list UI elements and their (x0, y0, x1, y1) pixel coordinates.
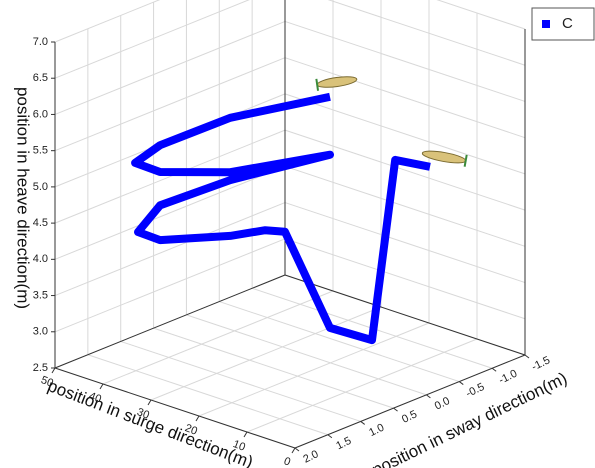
z-tick-label: 7.0 (33, 36, 48, 48)
tick-mark (195, 415, 200, 422)
grid-line (102, 290, 334, 385)
grid-line (327, 0, 526, 66)
grid-line (284, 129, 526, 211)
x-tick-label: 40 (87, 390, 103, 406)
tick-mark (291, 447, 296, 454)
legend-swatch (542, 20, 550, 28)
y-tick-label: 0.5 (400, 408, 419, 425)
trajectory-line (131, 92, 431, 345)
tick-mark (51, 367, 56, 374)
grid-line (284, 57, 526, 139)
vehicle-fin (463, 154, 468, 167)
grid-line (54, 20, 286, 115)
grid-line (219, 301, 460, 383)
y-tick-label: -1.5 (530, 354, 552, 373)
grid-line (246, 338, 478, 433)
tick-mark (360, 421, 366, 425)
tick-mark (294, 447, 300, 452)
z-axis-title: position in heave direction(m) (14, 87, 33, 309)
axis-line (54, 367, 296, 449)
grid-line (150, 306, 382, 401)
y-tick-label: 1.0 (367, 422, 386, 439)
z-tick-label: 5.0 (33, 181, 48, 193)
grid-line (54, 0, 161, 43)
grid-line (54, 129, 286, 224)
y-tick-label: -1.0 (497, 368, 519, 387)
z-tick-label: 2.5 (33, 362, 48, 374)
grid-line (54, 165, 286, 260)
grid-line (284, 93, 526, 175)
z-tick-label: 3.0 (33, 326, 48, 338)
grid-line (54, 202, 286, 297)
tick-mark (524, 354, 530, 359)
grid-line (87, 354, 329, 436)
z-tick-label: 4.0 (33, 253, 48, 265)
grid-line (120, 340, 361, 422)
tick-mark (243, 431, 248, 438)
axis-line (294, 354, 526, 449)
y-tick-label: -0.5 (464, 381, 486, 400)
grid-line (186, 314, 427, 396)
x-tick-label: 0 (282, 455, 292, 468)
grid-line (198, 322, 430, 417)
grid-line (284, 238, 526, 320)
grid-line (54, 57, 286, 152)
vehicle-hull (316, 76, 358, 88)
z-tick-label: 6.5 (33, 72, 48, 84)
vehicle-icon (315, 76, 358, 91)
grid-line (54, 238, 286, 333)
z-tick-label: 4.5 (33, 217, 48, 229)
axis-line (54, 274, 286, 369)
y-tick-label: 2.0 (301, 448, 320, 465)
grid-line (284, 20, 526, 102)
grid-line (54, 0, 250, 79)
vehicle-fin (315, 78, 320, 91)
grid-line (284, 202, 526, 284)
legend-label: C (562, 15, 573, 32)
tick-mark (99, 383, 104, 390)
tick-mark (327, 434, 333, 439)
grid-layer: 2.5 3.0 3.5 4.0 4.5 5.0 5.5 6.0 6.5 7.0 0 10 20 30 40 5… (33, 0, 552, 468)
y-tick-label: 1.5 (334, 435, 353, 452)
y-axis-title: position in sway direction(m) (369, 369, 570, 468)
z-tick-label: 6.0 (33, 108, 48, 120)
axis-line (284, 274, 526, 356)
grid-line (284, 165, 526, 247)
z-tick-label: 5.5 (33, 145, 48, 157)
tick-mark (393, 407, 398, 412)
legend: C (531, 7, 595, 41)
x-tick-label: 10 (231, 438, 247, 454)
z-tick-label: 3.5 (33, 289, 48, 301)
x-tick-label: 30 (135, 406, 151, 422)
tick-mark (491, 367, 497, 372)
y-tick-label: 0.0 (433, 395, 452, 412)
x-axis-title: position in surge direction(m) (45, 376, 256, 468)
grid-line (436, 0, 526, 30)
tick-mark (147, 399, 152, 406)
x-tick-label: 20 (183, 422, 199, 438)
data-layer (131, 92, 431, 345)
vehicle-icon (421, 150, 468, 167)
tick-mark (426, 394, 431, 399)
grid-line (153, 327, 394, 409)
x-tick-label: 50 (39, 374, 55, 390)
tick-mark (458, 381, 464, 385)
